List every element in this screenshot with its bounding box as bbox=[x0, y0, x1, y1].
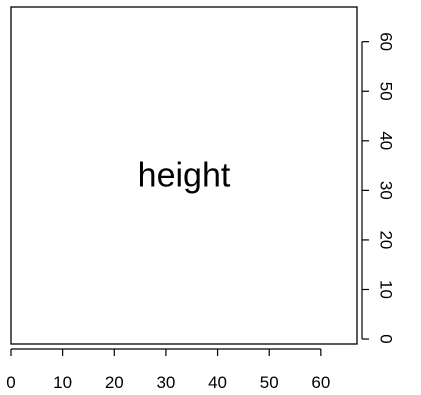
y-axis: 0 10 20 30 40 50 60 bbox=[361, 32, 396, 344]
x-tick-label: 60 bbox=[311, 373, 330, 392]
x-axis: 0 10 20 30 40 50 60 bbox=[6, 348, 330, 392]
x-tick-label: 50 bbox=[260, 373, 279, 392]
y-tick-label: 40 bbox=[377, 131, 396, 150]
x-tick-label: 10 bbox=[53, 373, 72, 392]
y-tick-label: 20 bbox=[377, 230, 396, 249]
center-annotation: height bbox=[138, 157, 231, 195]
y-tick-label: 60 bbox=[377, 32, 396, 51]
y-tick-label: 30 bbox=[377, 181, 396, 200]
x-tick-label: 0 bbox=[6, 373, 15, 392]
x-tick-label: 20 bbox=[105, 373, 124, 392]
y-tick-label: 10 bbox=[377, 280, 396, 299]
plot-area-frame bbox=[10, 6, 358, 345]
x-tick-label: 30 bbox=[156, 373, 175, 392]
x-tick-label: 40 bbox=[208, 373, 227, 392]
y-tick-label: 0 bbox=[377, 334, 396, 343]
y-tick-label: 50 bbox=[377, 82, 396, 101]
